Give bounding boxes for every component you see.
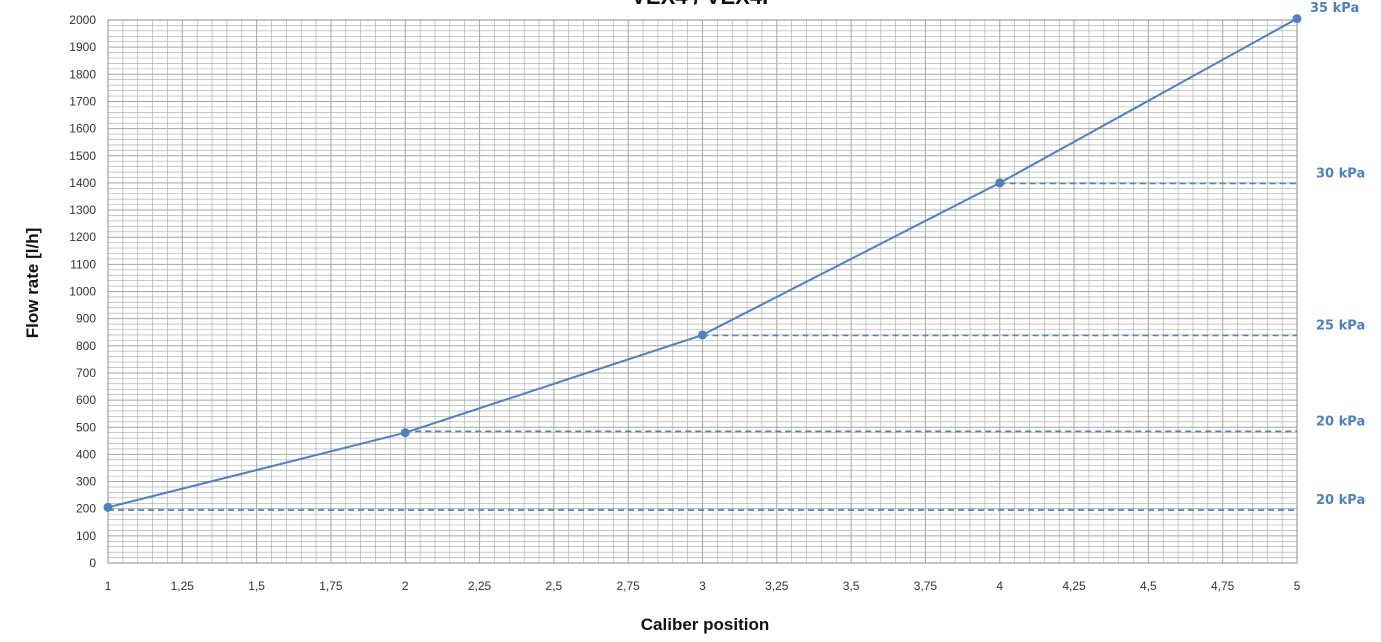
data-point xyxy=(400,428,410,438)
pressure-label: 20 kPa xyxy=(1316,414,1365,429)
y-tick-label: 1600 xyxy=(69,122,96,136)
x-tick-label: 4,25 xyxy=(1062,579,1086,593)
y-tick-label: 1200 xyxy=(69,230,96,244)
y-tick-label: 1900 xyxy=(69,40,96,54)
x-tick-label: 4,75 xyxy=(1211,579,1235,593)
data-point xyxy=(1292,14,1302,24)
pressure-label: 20 kPa xyxy=(1316,493,1365,508)
x-tick-label: 4 xyxy=(996,579,1003,593)
y-tick-label: 400 xyxy=(76,447,96,461)
y-tick-label: 700 xyxy=(76,366,96,380)
chart-gridlines xyxy=(107,19,1298,564)
y-tick-label: 100 xyxy=(76,529,96,543)
pressure-label: 25 kPa xyxy=(1316,318,1365,333)
y-tick-label: 300 xyxy=(76,475,96,489)
y-tick-label: 1400 xyxy=(69,176,96,190)
pressure-labels: 20 kPa 20 kPa 25 kPa 30 kPa 35 kPa xyxy=(1310,1,1365,508)
x-tick-label: 2 xyxy=(402,579,409,593)
pressure-label-end: 35 kPa xyxy=(1310,1,1359,16)
y-tick-label: 200 xyxy=(76,502,96,516)
x-tick-label: 1,25 xyxy=(171,579,195,593)
x-tick-label: 3,75 xyxy=(914,579,938,593)
x-tick-label: 2,75 xyxy=(617,579,641,593)
x-tick-label: 1,75 xyxy=(319,579,343,593)
y-tick-label: 2000 xyxy=(69,13,96,27)
data-point xyxy=(103,502,113,512)
x-tick-label: 3,5 xyxy=(843,579,860,593)
x-axis-ticks: 1 1,25 1,5 1,75 2 2,25 2,5 2,75 3 3,25 3,5 3,75 4 4,2… xyxy=(105,579,1301,593)
x-tick-label: 2,25 xyxy=(468,579,492,593)
x-tick-label: 5 xyxy=(1294,579,1301,593)
chart-title: VEX4 / VEX4P xyxy=(631,0,777,9)
x-tick-label: 3 xyxy=(699,579,706,593)
pressure-label: 30 kPa xyxy=(1316,166,1365,181)
plot-frame xyxy=(107,19,1298,564)
x-tick-label: 2,5 xyxy=(546,579,563,593)
y-tick-label: 0 xyxy=(89,556,96,570)
y-tick-label: 600 xyxy=(76,393,96,407)
y-tick-label: 800 xyxy=(76,339,96,353)
reference-lines xyxy=(108,182,1297,511)
y-tick-label: 1500 xyxy=(69,149,96,163)
x-axis-title: Caliber position xyxy=(641,615,769,634)
y-tick-label: 1000 xyxy=(69,285,96,299)
y-tick-label: 900 xyxy=(76,312,96,326)
data-series xyxy=(103,14,1302,512)
y-tick-label: 1100 xyxy=(70,257,96,271)
x-tick-label: 4,5 xyxy=(1140,579,1157,593)
y-tick-label: 1300 xyxy=(69,203,96,217)
data-point xyxy=(995,178,1005,188)
x-tick-label: 1,5 xyxy=(248,579,265,593)
data-point xyxy=(698,330,707,340)
y-axis-title: Flow rate [l/h] xyxy=(23,228,42,339)
x-tick-label: 3,25 xyxy=(765,579,789,593)
y-axis-ticks: 0 100 200 300 400 500 600 700 800 900 1000 1100 1200… xyxy=(69,13,96,570)
x-tick-label: 1 xyxy=(105,579,112,593)
y-tick-label: 1800 xyxy=(69,67,96,81)
y-tick-label: 500 xyxy=(76,420,96,434)
y-tick-label: 1700 xyxy=(69,94,96,108)
